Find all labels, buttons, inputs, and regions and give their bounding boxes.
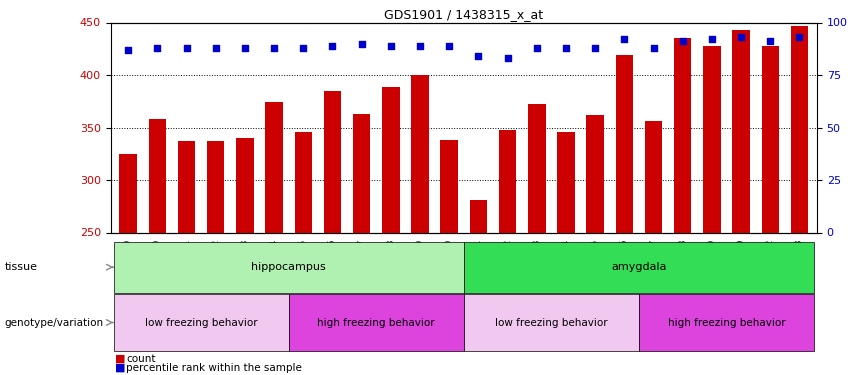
Bar <box>411 75 429 232</box>
Point <box>326 43 340 49</box>
Text: high freezing behavior: high freezing behavior <box>668 318 785 327</box>
Point <box>676 38 689 44</box>
Text: high freezing behavior: high freezing behavior <box>317 318 435 327</box>
Bar <box>615 55 633 232</box>
Point <box>122 47 135 53</box>
Point <box>443 43 456 49</box>
Point <box>151 45 164 51</box>
Bar <box>178 141 195 232</box>
Bar <box>207 141 225 232</box>
Point <box>384 43 397 49</box>
Bar <box>382 87 400 232</box>
Point <box>647 45 660 51</box>
Bar <box>323 91 341 232</box>
Point <box>588 45 602 51</box>
Point <box>355 40 368 46</box>
Text: count: count <box>126 354 156 364</box>
Text: amygdala: amygdala <box>611 262 666 272</box>
Bar <box>639 294 814 351</box>
Point <box>238 45 252 51</box>
Text: genotype/variation: genotype/variation <box>4 318 103 327</box>
Bar <box>703 46 721 232</box>
Bar <box>557 132 574 232</box>
Bar <box>113 294 288 351</box>
Bar <box>674 38 692 232</box>
Bar <box>149 119 166 232</box>
Bar <box>586 115 604 232</box>
Point <box>705 36 719 42</box>
Point <box>180 45 193 51</box>
Point <box>618 36 631 42</box>
Bar <box>288 294 464 351</box>
Point <box>530 45 544 51</box>
Text: low freezing behavior: low freezing behavior <box>145 318 257 327</box>
Bar <box>464 242 814 292</box>
Text: percentile rank within the sample: percentile rank within the sample <box>126 363 302 373</box>
Bar <box>470 200 487 232</box>
Bar <box>294 132 312 232</box>
Bar <box>791 26 808 233</box>
Title: GDS1901 / 1438315_x_at: GDS1901 / 1438315_x_at <box>385 8 543 21</box>
Point <box>414 43 427 49</box>
Text: ■: ■ <box>115 354 129 364</box>
Bar <box>733 30 750 232</box>
Bar <box>441 140 458 232</box>
Point <box>500 55 514 61</box>
Bar <box>464 294 639 351</box>
Point <box>267 45 281 51</box>
Point <box>763 38 777 44</box>
Bar <box>119 154 137 232</box>
Text: low freezing behavior: low freezing behavior <box>495 318 608 327</box>
Bar <box>113 242 464 292</box>
Point <box>559 45 573 51</box>
Bar <box>353 114 370 232</box>
Point <box>296 45 310 51</box>
Bar <box>645 121 662 232</box>
Point <box>208 45 222 51</box>
Point <box>792 34 806 40</box>
Bar <box>266 102 283 232</box>
Text: ■: ■ <box>115 363 129 373</box>
Point <box>734 34 748 40</box>
Bar <box>236 138 254 232</box>
Text: tissue: tissue <box>4 262 37 272</box>
Text: hippocampus: hippocampus <box>251 262 326 272</box>
Bar <box>762 46 779 232</box>
Bar <box>499 130 517 232</box>
Point <box>471 53 485 59</box>
Bar <box>528 104 545 232</box>
